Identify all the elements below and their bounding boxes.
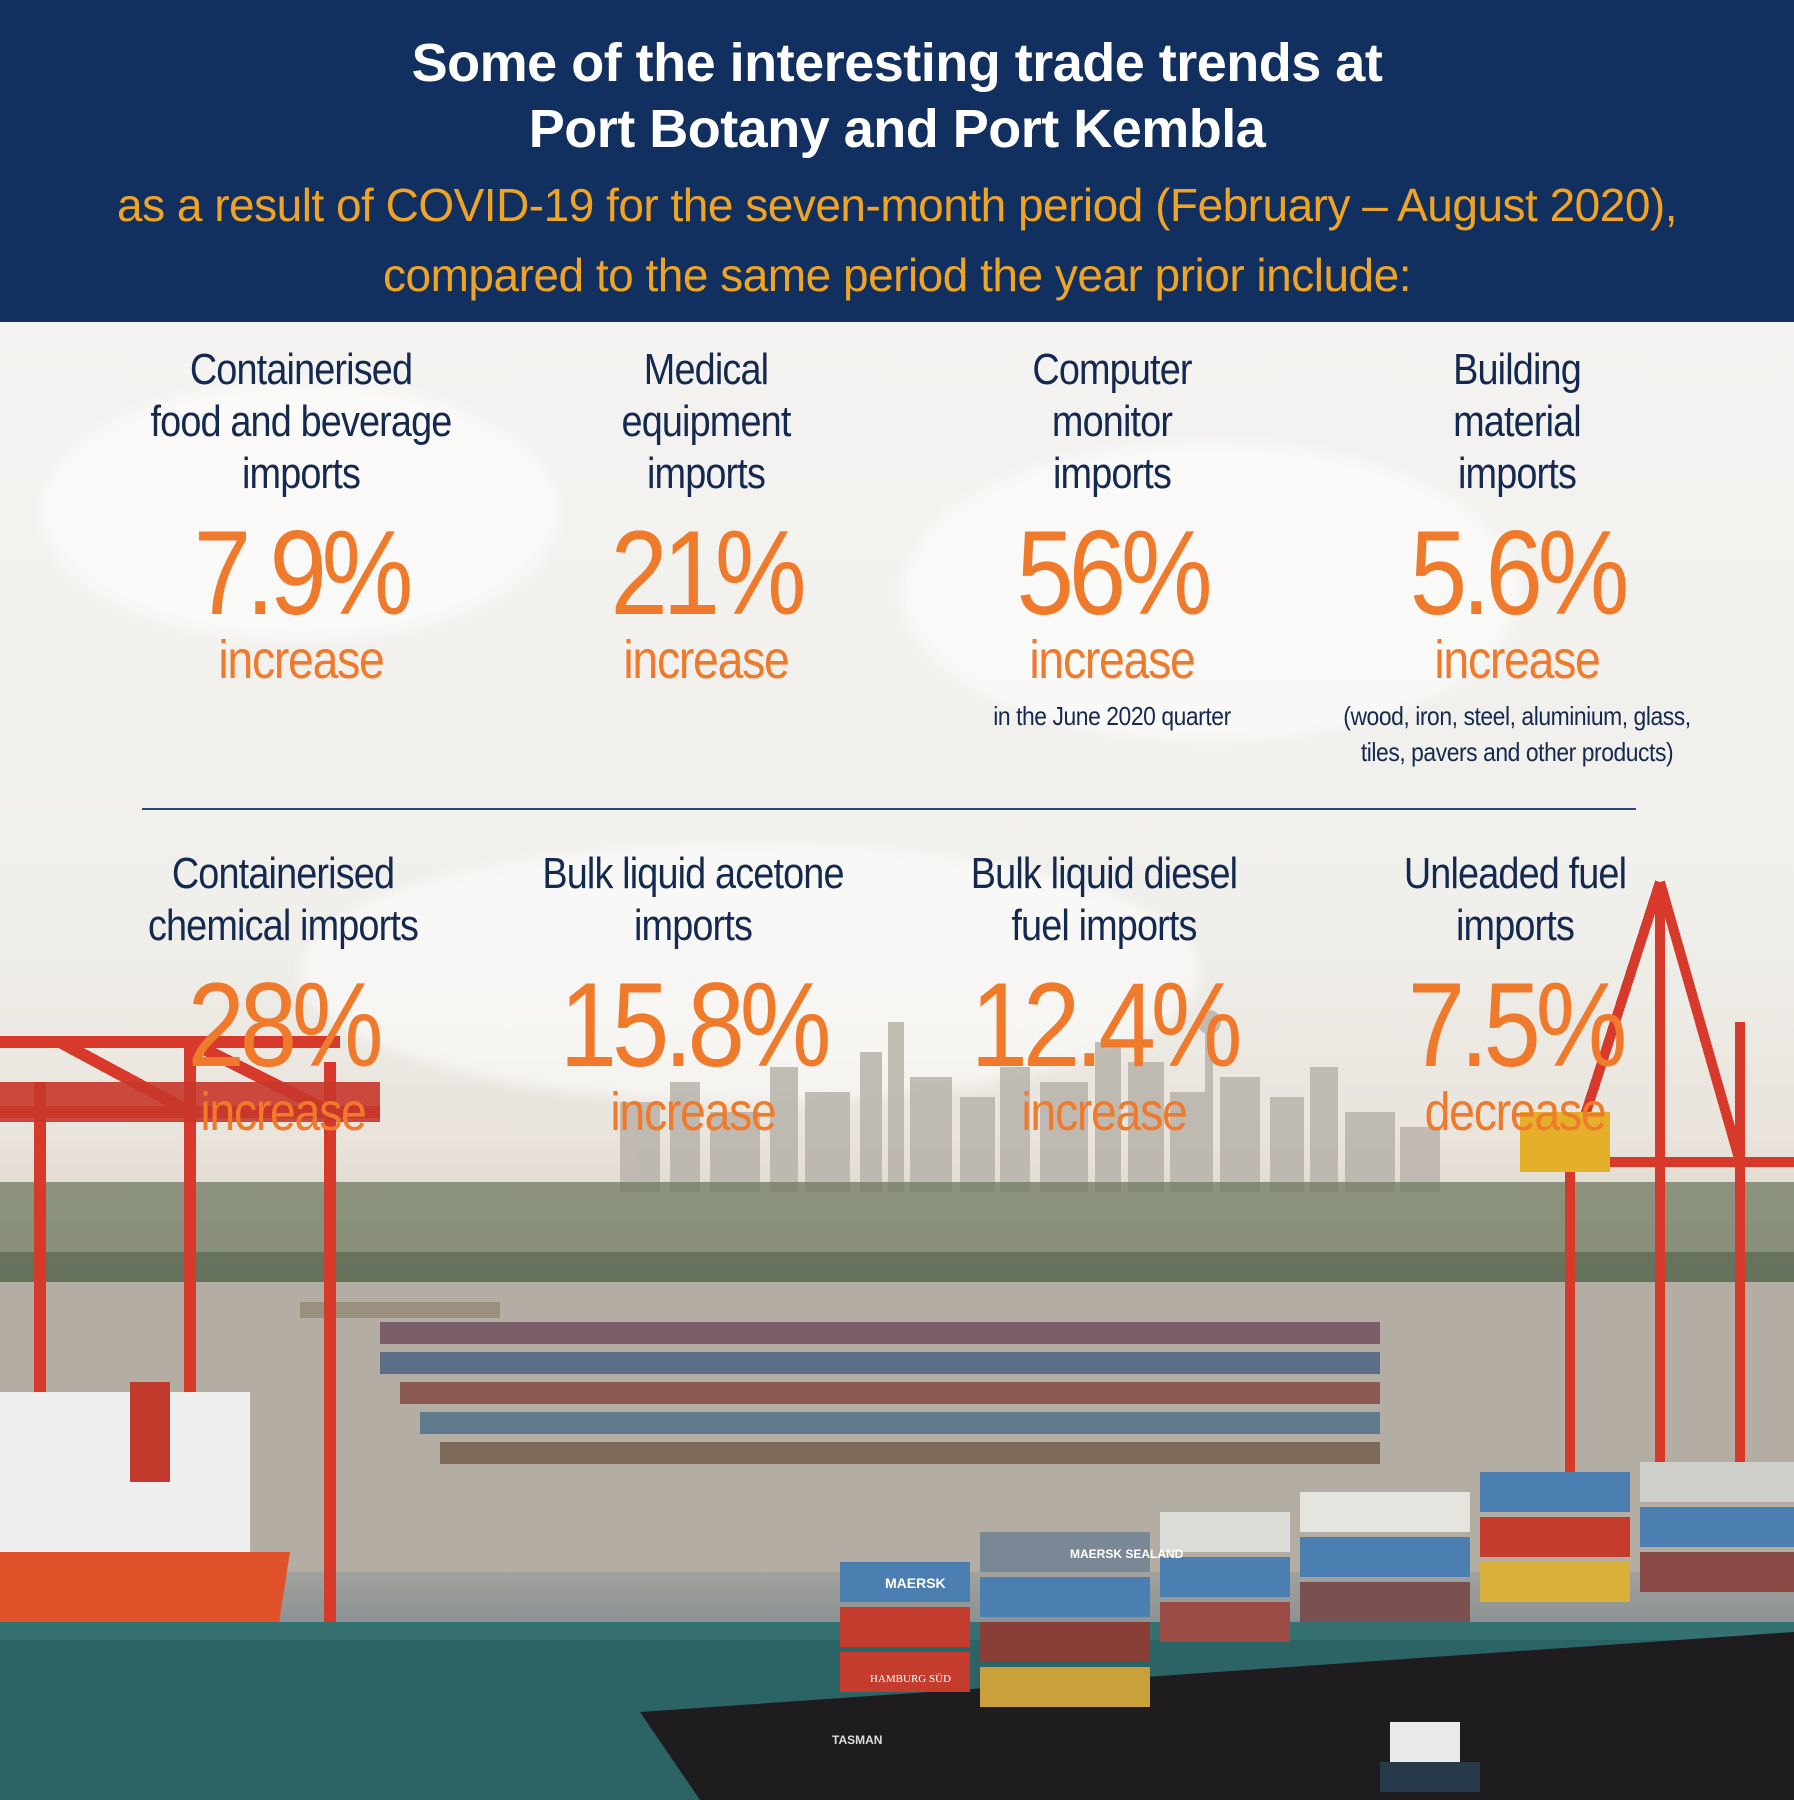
stat-unleaded-fuel: Unleaded fuel imports 7.5% decrease [1305, 848, 1725, 1140]
container-yard [300, 1302, 1380, 1464]
stat-label-line: imports [1052, 449, 1172, 498]
stat-label-line: equipment [621, 397, 792, 446]
stat-label-line: fuel imports [1011, 901, 1197, 950]
title-line-2: Port Botany and Port Kembla [528, 99, 1266, 159]
stat-medical-equipment: Medical equipment imports 21% increase [496, 344, 916, 688]
stat-building-material: Building material imports 5.6% increase … [1307, 344, 1727, 770]
stat-change: increase [1029, 630, 1196, 690]
stat-food-beverage: Containerised food and beverage imports … [91, 344, 511, 688]
cloud [300, 842, 1200, 1102]
stat-label-line: Containerised [171, 849, 395, 898]
stat-label-line: chemical imports [147, 901, 419, 950]
stat-value: 56% [1016, 506, 1212, 640]
stat-value: 12.4% [970, 958, 1243, 1092]
port-illustration: MAERSK MAERSK SEALAND HAMBURG SÜD TASMAN [0, 880, 1794, 1800]
stat-label-line: material [1453, 397, 1582, 446]
port-photo-background: MAERSK MAERSK SEALAND HAMBURG SÜD TASMAN [0, 322, 1794, 1800]
subtitle-line-1: as a result of COVID-19 for the seven-mo… [116, 179, 1678, 231]
stat-value: 15.8% [559, 958, 832, 1092]
stat-chemical: Containerised chemical imports 28% incre… [73, 848, 493, 1140]
stat-label-line: imports [646, 449, 766, 498]
stat-change: increase [200, 1082, 367, 1142]
stat-value: 7.9% [193, 506, 414, 640]
stat-label-line: imports [241, 449, 361, 498]
stat-label-line: imports [1457, 449, 1577, 498]
stat-label-line: monitor [1051, 397, 1173, 446]
stat-note: (wood, iron, steel, aluminium, glass, [1343, 701, 1691, 731]
stat-change: increase [1434, 630, 1601, 690]
cloud [900, 442, 1520, 742]
row-divider [142, 808, 1636, 810]
stat-value: 7.5% [1407, 958, 1628, 1092]
stat-diesel: Bulk liquid diesel fuel imports 12.4% in… [894, 848, 1314, 1140]
stat-value: 21% [610, 506, 806, 640]
stat-label-line: Unleaded fuel [1403, 849, 1627, 898]
stat-label-line: imports [633, 901, 753, 950]
container-brand-label: HAMBURG SÜD [870, 1673, 951, 1685]
stat-computer-monitor: Computer monitor imports 56% increase in… [902, 344, 1322, 734]
stat-label-line: imports [1455, 901, 1575, 950]
stat-value: 28% [187, 958, 383, 1092]
stat-label-line: food and beverage [150, 397, 453, 446]
stat-note: in the June 2020 quarter [993, 701, 1231, 731]
container-brand-label: MAERSK [885, 1575, 946, 1591]
stat-label-line: Computer [1032, 345, 1192, 394]
stat-label-line: Bulk liquid diesel [970, 849, 1238, 898]
stat-change: increase [218, 630, 385, 690]
stat-label-line: Building [1453, 345, 1582, 394]
ship-name: TASMAN [832, 1733, 882, 1747]
container-brand-label: MAERSK SEALAND [1070, 1547, 1184, 1561]
stat-label-line: Containerised [189, 345, 413, 394]
cloud [40, 382, 560, 642]
subtitle-line-2: compared to the same period the year pri… [383, 249, 1411, 301]
stat-acetone: Bulk liquid acetone imports 15.8% increa… [483, 848, 903, 1140]
stat-label-line: Bulk liquid acetone [542, 849, 844, 898]
stat-value: 5.6% [1409, 506, 1630, 640]
header-banner: Some of the interesting trade trends at … [0, 0, 1794, 322]
ship-containers [840, 1462, 1794, 1707]
stat-change: increase [623, 630, 790, 690]
stat-change: decrease [1424, 1082, 1607, 1142]
stat-change: increase [1021, 1082, 1188, 1142]
stat-change: increase [610, 1082, 777, 1142]
city-skyline [620, 1010, 1440, 1192]
stat-label-line: Medical [643, 345, 769, 394]
title-line-1: Some of the interesting trade trends at [411, 33, 1383, 93]
stat-note: tiles, pavers and other products) [1360, 737, 1674, 767]
